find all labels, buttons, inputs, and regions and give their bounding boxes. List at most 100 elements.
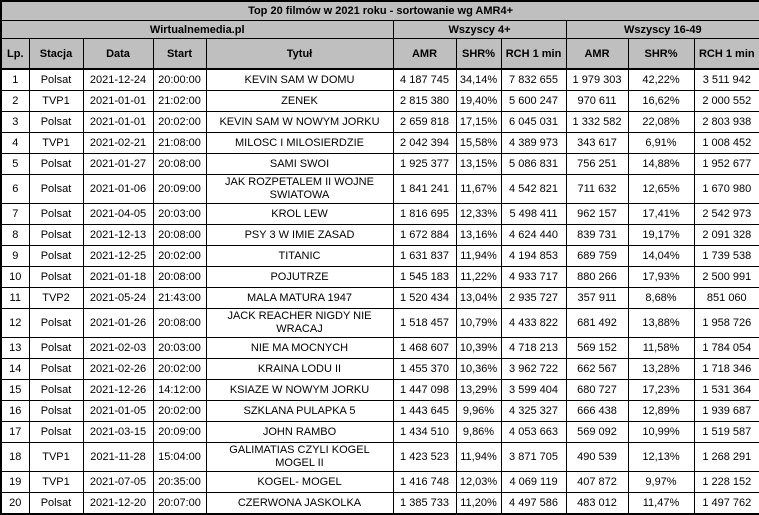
cell-shr-16-49: 14,04% <box>627 245 695 267</box>
cell-amr-16-49: 680 727 <box>565 379 629 401</box>
table-row: 4 TVP1 2021-02-21 21:08:00 MILOSC I MILOSIER… <box>0 132 759 154</box>
cell-rch-4plus: 3 599 404 <box>500 379 567 401</box>
cell-shr-16-49: 13,28% <box>627 358 695 380</box>
cell-data: 2021-02-03 <box>82 337 154 359</box>
cell-lp: 19 <box>0 471 30 493</box>
cell-data: 2021-02-26 <box>82 358 154 380</box>
cell-shr-16-49: 19,17% <box>627 224 695 246</box>
cell-amr-4plus: 2 042 394 <box>392 132 457 154</box>
table-row: 1 Polsat 2021-12-24 20:00:00 KEVIN SAM W DOM… <box>0 68 759 91</box>
cell-lp: 6 <box>0 174 30 204</box>
cell-amr-16-49: 711 632 <box>565 174 629 204</box>
col-header-start: Start <box>152 38 207 70</box>
cell-rch-16-49: 1 739 538 <box>693 245 759 267</box>
cell-amr-4plus: 1 816 695 <box>392 203 457 225</box>
table-row: 2 TVP1 2021-01-01 21:02:00 ZENEK 2 815 380 19,… <box>0 90 759 112</box>
cell-data: 2021-02-21 <box>82 132 154 154</box>
cell-rch-16-49: 1 784 054 <box>693 337 759 359</box>
cell-amr-16-49: 569 092 <box>565 421 629 443</box>
cell-tytul: MALA MATURA 1947 <box>205 287 394 309</box>
cell-shr-4plus: 11,94% <box>455 442 502 472</box>
cell-shr-4plus: 11,20% <box>455 492 502 515</box>
cell-stacja: Polsat <box>28 358 84 380</box>
cell-shr-4plus: 12,03% <box>455 471 502 493</box>
cell-amr-4plus: 1 841 241 <box>392 174 457 204</box>
cell-amr-16-49: 880 266 <box>565 266 629 288</box>
cell-shr-4plus: 11,67% <box>455 174 502 204</box>
cell-rch-16-49: 1 228 152 <box>693 471 759 493</box>
cell-amr-16-49: 1 979 303 <box>565 68 629 91</box>
column-header-row: Lp. Stacja Data Start Tytuł AMR SHR% RCH… <box>0 38 759 70</box>
group-wszyscy-16-49-header: Wszyscy 16-49 <box>565 20 759 39</box>
cell-data: 2021-04-05 <box>82 203 154 225</box>
cell-shr-4plus: 13,16% <box>455 224 502 246</box>
table-row: 18 TVP1 2021-11-28 15:04:00 GALIMATIAS CZYLI… <box>0 442 759 472</box>
cell-amr-4plus: 1 447 098 <box>392 379 457 401</box>
cell-rch-16-49: 1 718 346 <box>693 358 759 380</box>
cell-rch-4plus: 2 935 727 <box>500 287 567 309</box>
col-header-shr-16-49: SHR% <box>627 38 695 70</box>
cell-tytul: POJUTRZE <box>205 266 394 288</box>
cell-stacja: Polsat <box>28 421 84 443</box>
cell-rch-4plus: 4 542 821 <box>500 174 567 204</box>
cell-shr-4plus: 19,40% <box>455 90 502 112</box>
cell-lp: 10 <box>0 266 30 288</box>
cell-stacja: Polsat <box>28 308 84 338</box>
cell-tytul: KRAINA LODU II <box>205 358 394 380</box>
cell-rch-4plus: 4 497 586 <box>500 492 567 515</box>
cell-start: 20:02:00 <box>152 358 207 380</box>
cell-start: 20:02:00 <box>152 400 207 422</box>
cell-rch-4plus: 4 718 213 <box>500 337 567 359</box>
cell-stacja: Polsat <box>28 400 84 422</box>
cell-rch-16-49: 1 531 364 <box>693 379 759 401</box>
cell-shr-4plus: 13,15% <box>455 153 502 175</box>
cell-tytul: ZENEK <box>205 90 394 112</box>
cell-rch-4plus: 4 325 327 <box>500 400 567 422</box>
cell-rch-4plus: 5 600 247 <box>500 90 567 112</box>
cell-tytul: MILOSC I MILOSIERDZIE <box>205 132 394 154</box>
col-header-stacja: Stacja <box>28 38 84 70</box>
cell-data: 2021-01-01 <box>82 90 154 112</box>
cell-start: 20:07:00 <box>152 492 207 515</box>
cell-rch-4plus: 4 933 717 <box>500 266 567 288</box>
col-header-amr-4plus: AMR <box>392 38 457 70</box>
cell-stacja: Polsat <box>28 203 84 225</box>
cell-lp: 1 <box>0 68 30 91</box>
table-row: 5 Polsat 2021-01-27 20:08:00 SAMI SWOI 1 925 … <box>0 153 759 175</box>
cell-lp: 15 <box>0 379 30 401</box>
cell-data: 2021-12-26 <box>82 379 154 401</box>
cell-amr-4plus: 1 443 645 <box>392 400 457 422</box>
title-row: Top 20 filmów w 2021 roku - sortowanie w… <box>0 0 759 21</box>
table-title: Top 20 filmów w 2021 roku - sortowanie w… <box>0 0 759 21</box>
cell-amr-16-49: 1 332 582 <box>565 111 629 133</box>
cell-tytul: NIE MA MOCNYCH <box>205 337 394 359</box>
cell-lp: 7 <box>0 203 30 225</box>
cell-start: 20:09:00 <box>152 421 207 443</box>
cell-shr-16-49: 9,97% <box>627 471 695 493</box>
cell-lp: 9 <box>0 245 30 267</box>
cell-lp: 11 <box>0 287 30 309</box>
cell-start: 15:04:00 <box>152 442 207 472</box>
cell-shr-16-49: 12,65% <box>627 174 695 204</box>
table-row: 8 Polsat 2021-12-13 20:08:00 PSY 3 W IMIE ZA… <box>0 224 759 246</box>
cell-shr-16-49: 12,13% <box>627 442 695 472</box>
cell-amr-4plus: 4 187 745 <box>392 68 457 91</box>
cell-tytul: JACK REACHER NIGDY NIE WRACAJ <box>205 308 394 338</box>
cell-tytul: KSIAZE W NOWYM JORKU <box>205 379 394 401</box>
table-row: 11 TVP2 2021-05-24 21:43:00 MALA MATURA 1947… <box>0 287 759 309</box>
cell-lp: 17 <box>0 421 30 443</box>
cell-rch-16-49: 1 670 980 <box>693 174 759 204</box>
cell-lp: 3 <box>0 111 30 133</box>
cell-lp: 16 <box>0 400 30 422</box>
cell-rch-16-49: 2 000 552 <box>693 90 759 112</box>
cell-stacja: Polsat <box>28 379 84 401</box>
col-header-rch-4plus: RCH 1 min <box>500 38 567 70</box>
cell-shr-16-49: 8,68% <box>627 287 695 309</box>
cell-start: 20:00:00 <box>152 68 207 91</box>
cell-tytul: KEVIN SAM W NOWYM JORKU <box>205 111 394 133</box>
cell-data: 2021-03-15 <box>82 421 154 443</box>
cell-stacja: TVP1 <box>28 471 84 493</box>
cell-shr-16-49: 17,23% <box>627 379 695 401</box>
